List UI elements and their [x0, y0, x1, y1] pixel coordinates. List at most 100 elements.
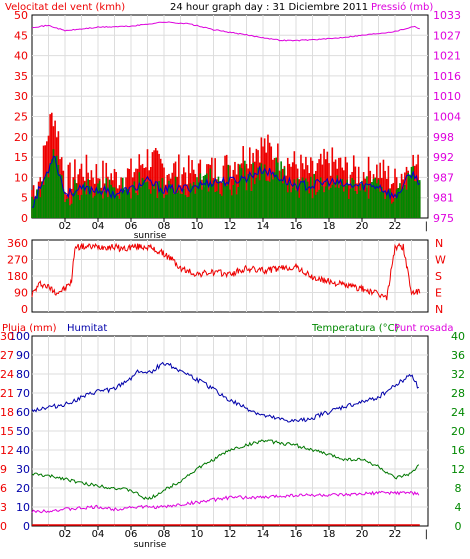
speed-bar: [44, 176, 46, 218]
speed-bar: [186, 197, 188, 218]
gust-bar: [384, 170, 386, 218]
speed-bar: [374, 177, 376, 218]
wind-x-tick-label: 22: [389, 221, 402, 232]
speed-bar: [260, 163, 263, 218]
rain-y-tick-label: 12: [0, 444, 14, 457]
speed-bar: [400, 189, 403, 218]
speed-bar: [84, 182, 86, 218]
gust-bar: [318, 159, 320, 218]
speed-bar: [108, 179, 111, 218]
speed-bar: [105, 178, 108, 218]
wind-x-end-label: |: [425, 221, 428, 232]
speed-bar: [277, 162, 279, 218]
speed-bar: [324, 186, 327, 218]
hum-x-tick-label: 02: [59, 529, 72, 540]
speed-bar: [417, 180, 419, 218]
speed-bar: [354, 191, 357, 218]
direction-line: [31, 242, 421, 301]
humidity-y-tick-label: 30: [16, 463, 30, 476]
speed-bar: [123, 189, 126, 218]
speed-bar: [97, 183, 99, 218]
temp-y-tick-label: 36: [451, 349, 465, 362]
speed-bar: [351, 178, 353, 218]
speed-bar: [207, 191, 210, 218]
hum-x-tick-label: 12: [224, 529, 237, 540]
speed-bar: [381, 186, 383, 218]
speed-bar: [93, 195, 96, 218]
speed-bar: [39, 197, 42, 218]
speed-bar: [295, 190, 297, 218]
gust-bar: [207, 164, 210, 218]
speed-bar: [323, 192, 325, 218]
dir-y-tick-label: 90: [14, 287, 28, 300]
speed-bar: [346, 179, 348, 218]
wind-y-tick-label: 5: [21, 192, 28, 205]
speed-bar: [118, 198, 121, 218]
speed-bar: [220, 195, 223, 218]
speed-bar: [262, 171, 264, 218]
pressure-y-tick-label: 1027: [433, 29, 461, 42]
wind-title: Velocitat del vent (kmh): [5, 2, 125, 13]
graph-title: 24 hour graph day : 31 Diciembre 2011: [170, 2, 368, 13]
speed-bar: [32, 199, 35, 218]
speed-bar: [204, 174, 207, 218]
speed-bar: [385, 192, 388, 218]
wind-y-tick-label: 30: [14, 90, 28, 103]
gust-bar: [42, 145, 45, 218]
humidity-y-tick-label: 100: [9, 330, 30, 343]
speed-bar: [319, 177, 322, 218]
gust-bar: [130, 158, 132, 218]
pressure-y-tick-label: 1010: [433, 90, 461, 103]
speed-bar: [339, 184, 342, 218]
speed-bar: [288, 182, 291, 218]
speed-bar: [36, 189, 38, 218]
speed-bar: [224, 182, 226, 218]
gust-bar: [187, 155, 190, 218]
speed-bar: [187, 196, 190, 218]
speed-bar: [64, 201, 66, 218]
speed-bar: [235, 194, 238, 218]
gust-bar: [150, 166, 152, 218]
speed-bar: [176, 192, 178, 218]
speed-bar: [154, 183, 157, 218]
speed-bar: [219, 194, 221, 218]
speed-bar: [305, 178, 307, 218]
speed-bar: [379, 191, 381, 218]
speed-bar: [217, 176, 220, 218]
pressure-y-tick-label: 998: [433, 131, 454, 144]
rain-y-tick-label: 27: [0, 349, 14, 362]
humidity-title: Humitat: [67, 323, 107, 334]
wind-x-tick-label: 02: [59, 221, 72, 232]
gust-bar: [67, 164, 70, 218]
speed-bar: [46, 171, 48, 218]
speed-bar: [75, 183, 78, 218]
speed-bar: [356, 193, 358, 218]
speed-bar: [212, 180, 215, 218]
dew-point-line: [31, 490, 420, 514]
speed-bar: [306, 181, 309, 218]
humidity-y-tick-label: 70: [16, 387, 30, 400]
humidity-y-tick-label: 10: [16, 501, 30, 514]
wind-y-tick-label: 40: [14, 50, 28, 63]
wind-y-tick-label: 25: [14, 111, 28, 124]
speed-bar: [265, 180, 268, 218]
compass-label: N: [435, 237, 443, 250]
speed-bar: [255, 177, 258, 218]
pressure-y-tick-label: 987: [433, 171, 454, 184]
speed-bar: [85, 194, 88, 218]
speed-bar: [318, 189, 320, 218]
temp-y-tick-label: 16: [451, 444, 465, 457]
humidity-y-tick-label: 0: [23, 520, 30, 533]
speed-bar: [164, 194, 167, 218]
speed-bar: [308, 193, 310, 218]
speed-bar: [67, 197, 70, 218]
speed-bar: [230, 195, 233, 218]
speed-bar: [333, 182, 335, 218]
speed-bar: [405, 189, 408, 218]
speed-bar: [296, 178, 299, 218]
wind-x-tick-label: 10: [191, 221, 204, 232]
speed-bar: [283, 167, 286, 218]
pressure-y-tick-label: 1016: [433, 70, 461, 83]
speed-bar: [336, 175, 339, 218]
